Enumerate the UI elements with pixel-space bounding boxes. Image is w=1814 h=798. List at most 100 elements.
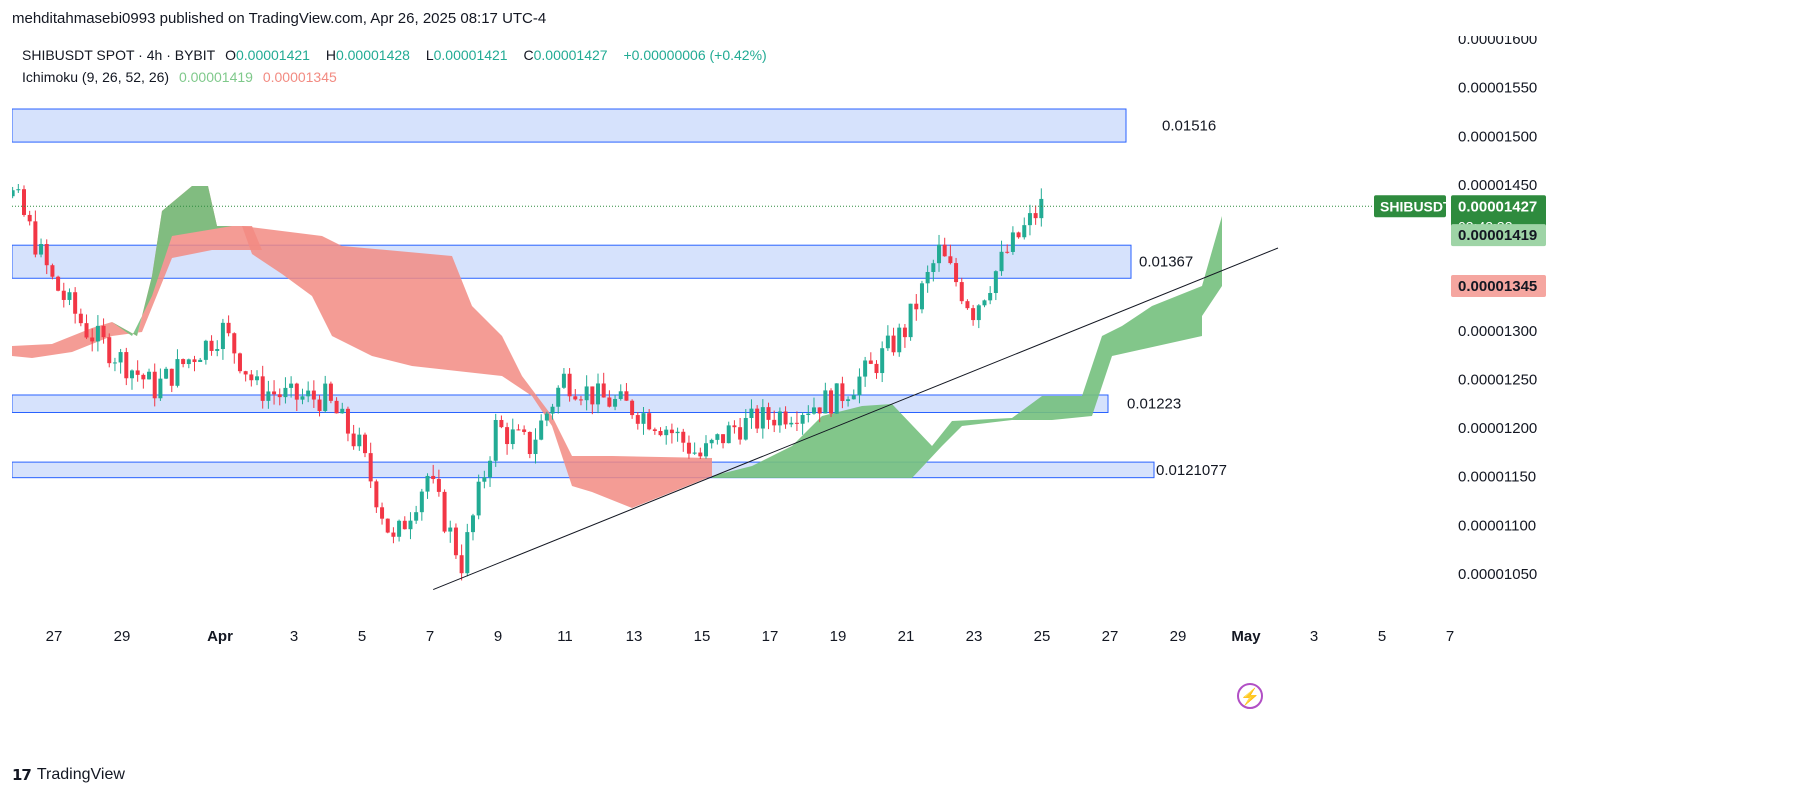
candle-body [203, 340, 208, 360]
candle-body [999, 251, 1004, 272]
candle-body [266, 391, 271, 401]
candle-body [459, 555, 464, 574]
candle-body [340, 408, 345, 414]
candle-body [925, 271, 930, 284]
candle-body [414, 512, 419, 521]
candle-body [499, 419, 504, 428]
x-tick-label: 13 [626, 628, 643, 645]
c-value: 0.00001427 [533, 47, 608, 63]
candle-body [448, 527, 453, 532]
candle-body [806, 413, 811, 415]
candle-body [1010, 232, 1015, 252]
h-value: 0.00001428 [335, 47, 410, 63]
candle-body [215, 349, 220, 351]
candle-body [61, 290, 66, 300]
cloud-bullish [712, 216, 1222, 478]
y-tick-label: 0.00001150 [1458, 469, 1536, 486]
candle-body [345, 408, 350, 434]
chart-legend: SHIBUSDT SPOT · 4h · BYBIT O0.00001421 H… [22, 44, 773, 88]
candle-body [391, 532, 396, 537]
publisher-line: mehditahmasebi0993 published on TradingV… [12, 10, 547, 27]
candle-body [959, 282, 964, 302]
candle-body [732, 425, 737, 428]
x-tick-label: 11 [557, 628, 573, 645]
candle-body [476, 481, 481, 516]
candle-body [101, 325, 106, 338]
x-tick-label: 7 [1446, 628, 1454, 645]
symbol-tag [1374, 195, 1446, 218]
candle-body [840, 383, 845, 402]
y-tick-label: 0.00001250 [1458, 371, 1537, 388]
candle-body [237, 353, 242, 372]
x-tick-label: 3 [290, 628, 298, 645]
indicator-value-2: 0.00001345 [262, 69, 337, 85]
candle-body [260, 376, 265, 401]
candle-body [948, 256, 953, 264]
support-resistance-zone [11, 108, 1127, 143]
x-tick-label: 17 [762, 628, 779, 645]
candle-body [669, 429, 674, 434]
o-value: 0.00001421 [235, 47, 310, 63]
candle-body [90, 337, 95, 342]
footer-brand[interactable]: 𝟭𝟳 TradingView [12, 766, 125, 784]
x-tick-label: 25 [1034, 628, 1051, 645]
candle-body [505, 427, 510, 445]
candle-body [226, 322, 231, 334]
candle-body [27, 214, 32, 222]
candle-body [607, 397, 612, 407]
candle-body [169, 368, 174, 386]
candle-body [902, 327, 907, 338]
candle-body [885, 335, 890, 349]
candle-body [181, 359, 186, 365]
candle-body [209, 340, 214, 351]
cloud-bearish [242, 226, 712, 508]
candle-body [709, 439, 714, 444]
y-tick-label: 0.00001450 [1458, 177, 1537, 194]
axis-layer: 0.00001050 0.00001100 0.00001150 0.00001200… [46, 31, 1546, 645]
candle-body [39, 244, 44, 255]
candle-body [908, 303, 913, 338]
x-tick-label: 19 [830, 628, 847, 645]
candle-body [158, 378, 163, 399]
candle-body [857, 376, 862, 396]
y-tick-label: 0.00001500 [1458, 128, 1537, 145]
candle-body [868, 360, 873, 364]
candle-body [436, 479, 441, 492]
candle-body [874, 363, 879, 374]
candle-body [425, 475, 430, 492]
candle-body [186, 359, 191, 365]
candle-body [220, 322, 225, 350]
candle-body [800, 414, 805, 424]
candle-body [1033, 213, 1038, 219]
candle-body [522, 429, 527, 432]
candle-body [613, 398, 618, 407]
candle-body [567, 373, 572, 397]
candle-body [811, 407, 816, 414]
candle-body [22, 189, 26, 215]
candle-body [277, 394, 282, 398]
candle-body [175, 359, 180, 386]
candle-body [84, 323, 89, 338]
candle-body [988, 293, 993, 301]
flash-icon[interactable]: ⚡ [1237, 683, 1263, 709]
candle-body [283, 387, 288, 398]
candle-body [73, 292, 78, 314]
o-label: O [225, 47, 236, 63]
candle-body [351, 433, 356, 447]
candle-body [164, 368, 169, 379]
candle-body [823, 390, 828, 414]
zones-layer: 0.01516 0.01367 0.01223 0.0121077 [11, 108, 1227, 479]
candle-body [10, 190, 15, 197]
candle-body [1027, 213, 1032, 226]
candle-body [78, 313, 83, 324]
candle-body [311, 390, 316, 400]
y-tick-label: 0.00001100 [1458, 517, 1536, 534]
candle-body [766, 407, 771, 420]
x-tick-label: May [1231, 628, 1261, 645]
symbol-tag-label: SHIBUSDT [1380, 198, 1452, 214]
candle-body [516, 429, 521, 431]
chart-area[interactable]: 0.01516 0.01367 0.01223 0.0121077 0.0000105… [0, 31, 1799, 751]
y-tick-label: 0.00001600 [1458, 36, 1537, 48]
legend-indicator[interactable]: Ichimoku (9, 26, 52, 26) 0.00001419 0.00… [22, 66, 773, 88]
candle-body [249, 374, 254, 381]
